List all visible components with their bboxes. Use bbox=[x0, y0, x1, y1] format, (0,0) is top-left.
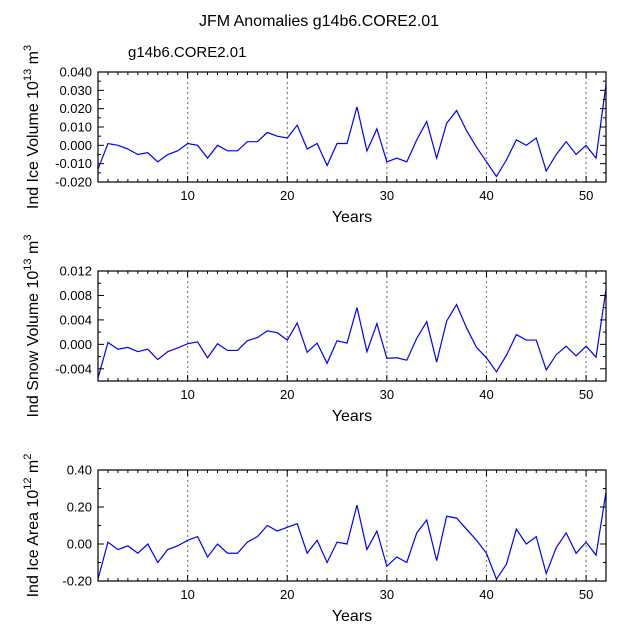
y-tick-label: 0.00 bbox=[67, 537, 92, 552]
y-tick-label: 0.030 bbox=[59, 83, 92, 98]
y-axis-title-unit: m bbox=[25, 241, 42, 259]
x-tick-label: 50 bbox=[579, 387, 593, 402]
y-tick-label: -0.20 bbox=[62, 574, 92, 589]
series-label: g14b6.CORE2.01 bbox=[128, 44, 246, 61]
x-tick-label: 40 bbox=[479, 587, 493, 602]
y-tick-label: -0.010 bbox=[55, 156, 92, 171]
y-axis-title-unit-exponent: 3 bbox=[22, 235, 34, 241]
x-axis-title: Years bbox=[332, 608, 372, 625]
x-tick-label: 10 bbox=[180, 587, 194, 602]
y-tick-label: 0.40 bbox=[67, 463, 92, 478]
figure-title: JFM Anomalies g14b6.CORE2.01 bbox=[199, 13, 439, 30]
y-tick-label: 0.010 bbox=[59, 120, 92, 135]
x-tick-label: 20 bbox=[280, 387, 294, 402]
y-tick-label: 0.004 bbox=[59, 312, 92, 327]
y-tick-label: 0.000 bbox=[59, 337, 92, 352]
y-axis-title: Ind Snow Volume 1013 m3 bbox=[22, 235, 42, 418]
panel-3: 10 20 30 40 50 -0.20 0.00 0.20 0.40 Years Ind Ice … bbox=[22, 454, 607, 625]
y-tick-label: 0.20 bbox=[67, 500, 92, 515]
x-tick-label: 50 bbox=[579, 587, 593, 602]
x-axis-title: Years bbox=[332, 408, 372, 425]
series-line bbox=[97, 289, 607, 379]
panel-1: 10 20 30 40 50 -0.020 -0.010 0.000 0.010 0.020 0.0… bbox=[22, 45, 607, 226]
x-tick-label: 20 bbox=[280, 587, 294, 602]
y-axis-title-text: Ind Ice Volume 10 bbox=[25, 81, 42, 209]
y-axis-title-exponent: 13 bbox=[22, 69, 34, 81]
y-tick-label: -0.004 bbox=[55, 361, 92, 376]
y-axis-title-text: Ind Snow Volume 10 bbox=[25, 271, 42, 418]
y-tick-label: -0.020 bbox=[55, 175, 92, 190]
x-axis-title: Years bbox=[332, 209, 372, 226]
y-axis-title-unit-exponent: 3 bbox=[22, 45, 34, 51]
y-axis-title-unit: m bbox=[25, 460, 42, 478]
y-axis-title: Ind Ice Area 1012 m2 bbox=[22, 454, 42, 598]
y-axis-title-text: Ind Ice Area 10 bbox=[25, 490, 42, 598]
y-tick-label: 0.008 bbox=[59, 288, 92, 303]
y-axis-title: Ind Ice Volume 1013 m3 bbox=[22, 45, 42, 209]
y-tick-label: 0.012 bbox=[59, 264, 92, 279]
panel-2: 10 20 30 40 50 -0.004 0.000 0.004 0.008 0.012 Year… bbox=[22, 235, 607, 425]
plot-frame bbox=[97, 270, 607, 382]
y-axis-title-exponent: 13 bbox=[22, 258, 34, 270]
x-tick-label: 40 bbox=[479, 387, 493, 402]
y-axis-title-exponent: 12 bbox=[22, 478, 34, 490]
x-tick-label: 50 bbox=[579, 188, 593, 203]
y-axis-title-unit: m bbox=[25, 51, 42, 69]
x-tick-label: 10 bbox=[180, 387, 194, 402]
x-tick-label: 10 bbox=[180, 188, 194, 203]
x-tick-label: 30 bbox=[380, 188, 394, 203]
chart-panels: 10 20 30 40 50 -0.020 -0.010 0.000 0.010 0.020 0.0… bbox=[22, 45, 607, 625]
x-tick-label: 20 bbox=[280, 188, 294, 203]
y-tick-label: 0.020 bbox=[59, 101, 92, 116]
series-line bbox=[97, 84, 607, 178]
y-axis-title-unit-exponent: 2 bbox=[22, 454, 34, 460]
x-tick-label: 30 bbox=[380, 387, 394, 402]
y-tick-label: 0.000 bbox=[59, 138, 92, 153]
y-tick-label: 0.040 bbox=[59, 65, 92, 80]
x-tick-label: 40 bbox=[479, 188, 493, 203]
series-line bbox=[97, 492, 607, 581]
x-tick-label: 30 bbox=[380, 587, 394, 602]
